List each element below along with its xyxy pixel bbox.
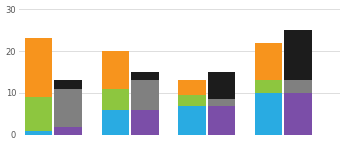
Bar <box>178 106 206 135</box>
Bar <box>178 95 206 106</box>
Bar <box>208 99 235 106</box>
Bar <box>284 93 312 135</box>
Bar <box>284 30 312 80</box>
Bar <box>255 80 282 93</box>
Bar <box>131 80 158 110</box>
Bar <box>25 131 52 135</box>
Bar <box>25 38 52 97</box>
Bar <box>54 89 82 127</box>
Bar <box>101 89 129 110</box>
Bar <box>101 110 129 135</box>
Bar <box>131 72 158 80</box>
Bar <box>101 51 129 89</box>
Bar <box>54 80 82 89</box>
Bar <box>178 80 206 95</box>
Bar <box>54 127 82 135</box>
Bar <box>25 97 52 131</box>
Bar <box>208 106 235 135</box>
Bar <box>131 110 158 135</box>
Bar <box>208 72 235 99</box>
Bar <box>255 43 282 80</box>
Bar <box>255 93 282 135</box>
Bar <box>284 80 312 93</box>
